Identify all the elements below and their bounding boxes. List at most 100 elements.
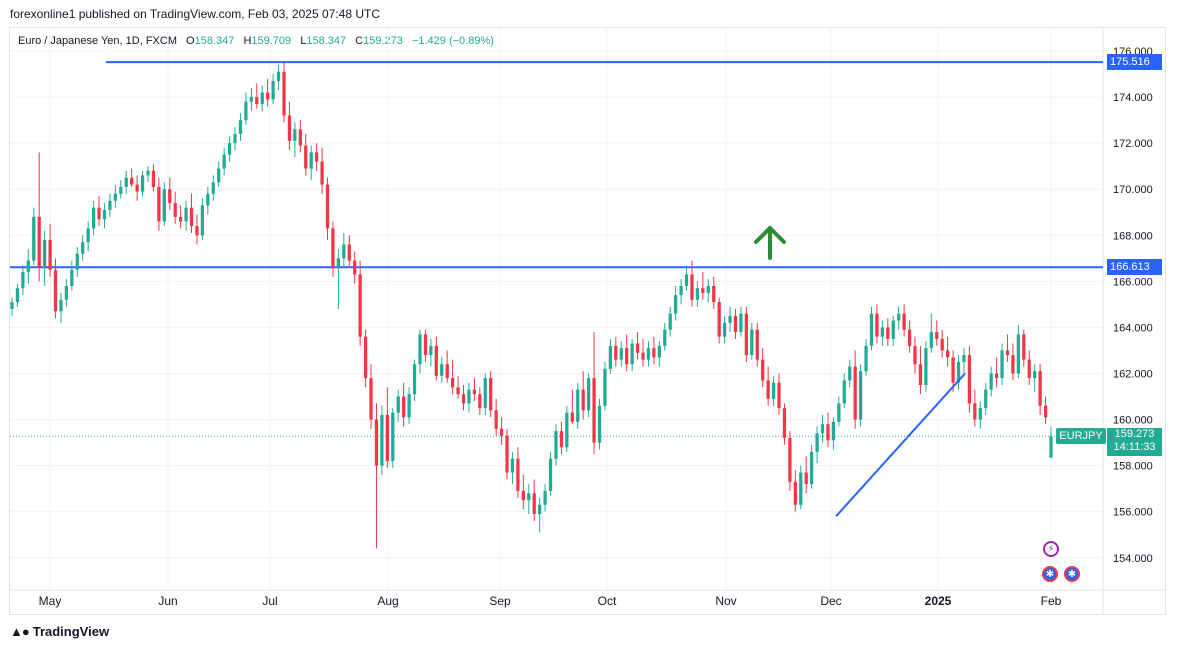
candle-body [581, 389, 585, 411]
candle-body [1005, 350, 1010, 356]
candle-body [516, 458, 520, 491]
x-tick-label-1: Jun [158, 594, 177, 608]
candle-body [363, 336, 368, 379]
y-tick-label-6: 166.000 [1113, 276, 1153, 288]
candle-body [935, 332, 939, 339]
trend-line [835, 372, 966, 517]
candle-body [875, 313, 879, 337]
tradingview-brand: TradingView [32, 624, 110, 639]
candle-body [635, 343, 640, 353]
candle-body [674, 295, 678, 314]
candle-body [946, 350, 950, 358]
chart-frame[interactable] [9, 27, 1166, 615]
candle-body [897, 313, 901, 321]
x-tick-label-0: May [39, 594, 62, 608]
candle-body [527, 493, 531, 501]
candle-body [113, 193, 117, 201]
candle-body [135, 184, 139, 192]
candle-body [848, 366, 852, 381]
candle-body [1016, 334, 1020, 374]
last-price-value: 159.273 [1114, 428, 1155, 440]
x-tick-label-2: Jul [262, 594, 277, 608]
candle-body [614, 345, 618, 360]
candle-body [255, 97, 259, 105]
candle-body [684, 274, 689, 286]
candle-body [565, 412, 569, 448]
candle-body [412, 364, 417, 395]
candle-body [374, 419, 379, 466]
legend-high-value: 159.709 [251, 35, 292, 47]
candle-body [276, 71, 281, 81]
candle-body [956, 361, 961, 383]
y-tick-label-7: 168.000 [1113, 230, 1153, 242]
candle-body [385, 414, 389, 462]
candle-body [690, 274, 694, 300]
candle-body [663, 329, 667, 346]
candle-body [467, 389, 471, 404]
symbol-badge: EURJPY [1056, 428, 1106, 444]
candle-body [538, 504, 542, 514]
candle-body [472, 389, 477, 395]
candle-body [10, 302, 14, 309]
candle-body [880, 327, 884, 337]
ohlc-legend: Euro / Japanese Yen, 1D, FXCM O158.347 H… [18, 35, 494, 47]
candle-body [1033, 371, 1037, 379]
middle-line-price-badge: 166.613 [1107, 259, 1162, 276]
upper-line-price-badge: 175.516 [1107, 54, 1162, 71]
candle-body [483, 378, 487, 409]
candle-body [81, 242, 85, 254]
candle-body [510, 458, 515, 473]
candle-body [304, 145, 308, 169]
candle-body [646, 348, 651, 360]
economic-event-icon[interactable]: ✱ [1042, 566, 1058, 582]
tradingview-footer[interactable]: ▲● TradingView [10, 624, 109, 639]
candle-body [771, 382, 776, 399]
candle-body [347, 244, 351, 261]
candle-body [26, 260, 30, 273]
candle-body [777, 382, 781, 409]
y-tick-label-0: 154.000 [1113, 553, 1153, 565]
candle-body [43, 239, 47, 268]
lightning-event-icon[interactable]: ⚡ [1043, 541, 1059, 557]
candle-body [657, 345, 661, 358]
candle-body [1049, 436, 1053, 458]
candle-body [217, 168, 221, 183]
candle-body [1038, 371, 1042, 406]
candle-body [978, 408, 982, 420]
candle-body [755, 329, 759, 360]
candle-body [222, 154, 226, 169]
candle-body [434, 345, 438, 376]
candle-body [815, 433, 819, 452]
candle-body [478, 394, 482, 409]
candle-body [271, 80, 275, 100]
candle-body [962, 355, 966, 362]
candle-body [717, 302, 721, 337]
x-tick-label-8: 2025 [925, 594, 952, 608]
candle-body [445, 364, 449, 379]
candle-body [195, 226, 199, 236]
candle-body [886, 327, 890, 339]
x-tick-label-9: Feb [1041, 594, 1062, 608]
candle-body [831, 421, 836, 441]
candle-body [227, 143, 232, 155]
candle-body [494, 410, 498, 429]
candle-body [701, 288, 705, 293]
candle-body [162, 189, 166, 222]
candle-body [244, 101, 248, 121]
candle-body [396, 396, 400, 413]
candle-body [499, 428, 504, 436]
candle-body [336, 258, 341, 268]
economic-event-icon-2[interactable]: ✱ [1064, 566, 1080, 582]
candle-body [924, 348, 928, 386]
candle-body [173, 203, 177, 217]
candle-body [706, 285, 710, 293]
y-tick-label-3: 160.000 [1113, 415, 1153, 427]
candle-body [418, 334, 422, 365]
candle-body [119, 186, 123, 194]
candle-body [70, 269, 74, 286]
candle-body [576, 389, 580, 422]
candle-body [184, 207, 188, 222]
candle-body [423, 334, 428, 356]
candle-body [810, 451, 814, 485]
